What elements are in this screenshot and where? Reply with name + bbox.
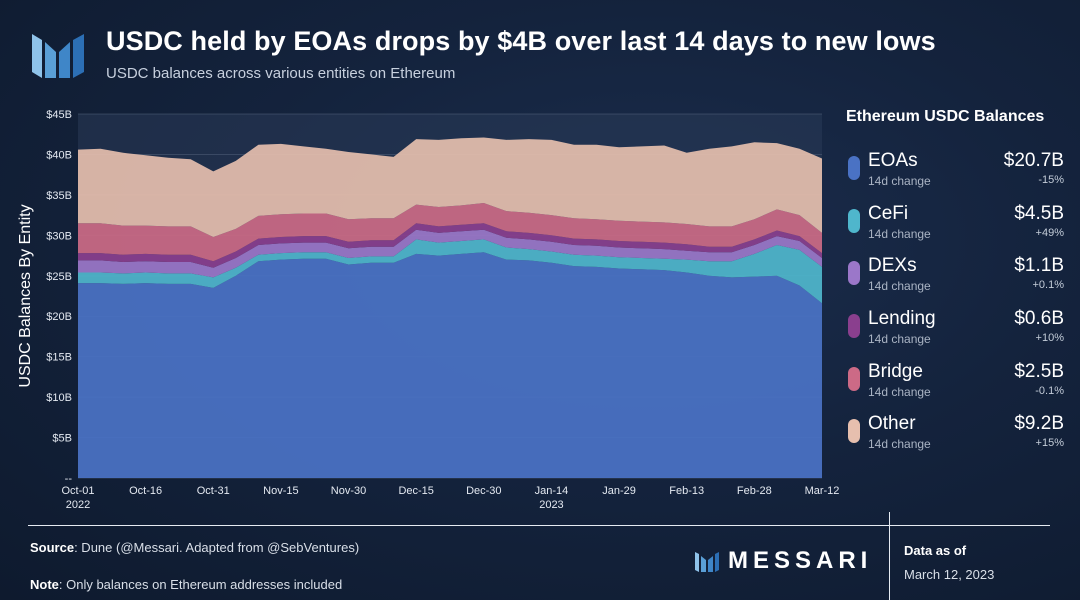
legend-title: Ethereum USDC Balances [846, 108, 1045, 125]
legend-sub: 14d change [868, 385, 931, 399]
legend-name: Bridge [868, 361, 923, 382]
x-tick-label: Nov-15 [263, 485, 298, 497]
x-tick-label: Feb-13 [669, 485, 704, 497]
brand-wordmark: MESSARI [728, 547, 873, 574]
page-subtitle: USDC balances across various entities on… [106, 65, 456, 82]
footnote: Note: Only balances on Ethereum addresse… [30, 577, 342, 592]
source-label: Source [30, 540, 75, 555]
footer-vertical-divider [889, 512, 890, 600]
messari-brand: MESSARI [694, 546, 879, 576]
legend-item-dexs: DEXs 14d change $1.1B +0.1% [848, 255, 1068, 301]
legend-sub: 14d change [868, 332, 931, 346]
source-text: : Dune (@Messari. Adapted from @SebVentu… [74, 540, 360, 555]
stacked-area-chart: -- $5B $10B $15B $20B $25B $30B $35B $40B $45B Oct… [17, 109, 840, 511]
legend-name: Lending [868, 308, 936, 329]
legend-name: Other [868, 413, 916, 434]
legend-swatch-lending [848, 314, 860, 338]
area-lending [78, 223, 822, 268]
x-tick-label: Oct-16 [129, 485, 162, 497]
legend-swatch-eoas [848, 156, 860, 180]
footer-divider [28, 525, 1050, 526]
legend-sub: 14d change [868, 174, 931, 188]
legend-swatch-dexs [848, 261, 860, 285]
legend-swatch-cefi [848, 209, 860, 233]
y-tick-label: $5B [52, 433, 72, 445]
legend-sub: 14d change [868, 437, 931, 451]
legend-value: $20.7B [1003, 150, 1064, 171]
source-note: Source: Dune (@Messari. Adapted from @Se… [30, 540, 359, 555]
y-tick-label: -- [65, 473, 73, 485]
note-text: : Only balances on Ethereum addresses in… [58, 577, 343, 592]
legend-swatch-other [848, 419, 860, 443]
messari-brand-icon [695, 552, 719, 572]
x-tick-label: Dec-30 [466, 485, 501, 497]
messari-logo-icon [32, 34, 84, 78]
y-tick-label: $45B [46, 109, 72, 121]
x-tick-year-label: 2023 [539, 499, 563, 511]
area-cefi [78, 239, 822, 304]
legend-change: -0.1% [1035, 385, 1064, 397]
legend-name: EOAs [868, 150, 918, 171]
legend-item-cefi: CeFi 14d change $4.5B +49% [848, 203, 1068, 249]
area-other [78, 137, 822, 237]
y-tick-label: $25B [46, 271, 72, 283]
y-tick-label: $15B [46, 352, 72, 364]
note-label: Note [30, 577, 59, 592]
data-as-of-label: Data as of [904, 543, 967, 558]
legend-item-bridge: Bridge 14d change $2.5B -0.1% [848, 361, 1068, 407]
y-axis-label: USDC Balances By Entity [17, 204, 34, 387]
legend-name: DEXs [868, 255, 917, 276]
x-tick-label: Oct-31 [197, 485, 230, 497]
y-tick-label: $10B [46, 392, 72, 404]
legend-value: $0.6B [1014, 308, 1064, 329]
x-tick-label: Mar-12 [805, 485, 840, 497]
x-tick-label: Nov-30 [331, 485, 366, 497]
legend-value: $9.2B [1014, 413, 1064, 434]
y-tick-label: $30B [46, 230, 72, 242]
legend-sub: 14d change [868, 227, 931, 241]
legend-value: $1.1B [1014, 255, 1064, 276]
y-tick-label: $40B [46, 149, 72, 161]
legend-change: +15% [1035, 437, 1064, 449]
legend-item-eoas: EOAs 14d change $20.7B -15% [848, 150, 1068, 196]
legend-change: +10% [1035, 332, 1064, 344]
y-tick-label: $20B [46, 311, 72, 323]
legend-item-lending: Lending 14d change $0.6B +10% [848, 308, 1068, 354]
area-dexs [78, 229, 822, 278]
x-tick-year-label: 2022 [66, 499, 90, 511]
x-tick-label: Jan-14 [535, 485, 569, 497]
legend-sub: 14d change [868, 279, 931, 293]
legend-change: +0.1% [1032, 279, 1065, 291]
legend-name: CeFi [868, 203, 909, 224]
legend-value: $4.5B [1014, 203, 1064, 224]
area-bridge [78, 203, 822, 262]
legend-value: $2.5B [1014, 361, 1064, 382]
legend-swatch-bridge [848, 367, 860, 391]
x-tick-label: Feb-28 [737, 485, 772, 497]
x-tick-label: Oct-01 [61, 485, 94, 497]
legend-change: -15% [1038, 174, 1064, 186]
y-tick-label: $35B [46, 190, 72, 202]
legend-item-other: Other 14d change $9.2B +15% [848, 413, 1068, 459]
legend-change: +49% [1035, 227, 1064, 239]
page-title: USDC held by EOAs drops by $4B over last… [106, 26, 936, 56]
x-tick-label: Jan-29 [602, 485, 636, 497]
area-eoas [78, 252, 822, 478]
data-as-of-date: March 12, 2023 [904, 567, 995, 582]
x-tick-label: Dec-15 [398, 485, 433, 497]
